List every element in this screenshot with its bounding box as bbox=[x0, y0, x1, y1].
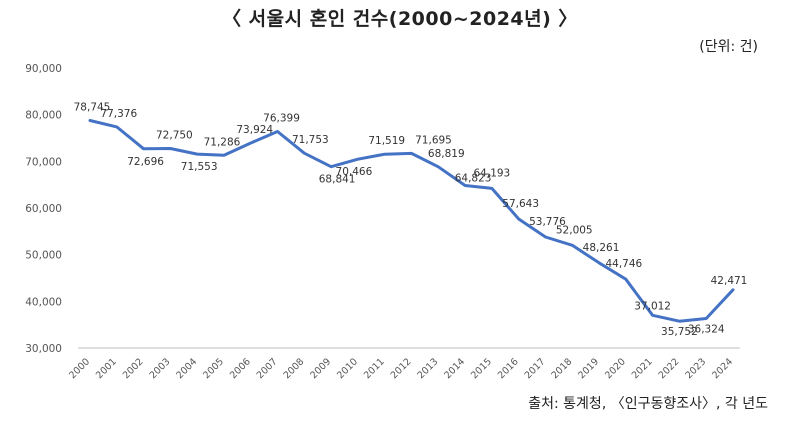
y-tick-label: 90,000 bbox=[25, 63, 62, 75]
data-label: 71,753 bbox=[292, 134, 329, 146]
data-label: 68,841 bbox=[319, 174, 356, 186]
y-tick-label: 70,000 bbox=[25, 156, 62, 168]
data-label: 35,752 bbox=[661, 326, 698, 338]
data-label: 70,466 bbox=[336, 166, 373, 178]
x-tick-label: 2018 bbox=[549, 356, 574, 381]
x-tick-label: 2001 bbox=[94, 356, 119, 381]
x-tick-label: 2024 bbox=[710, 356, 735, 381]
data-label: 44,746 bbox=[605, 258, 642, 270]
series-group bbox=[88, 119, 735, 323]
data-label: 36,324 bbox=[688, 323, 725, 335]
data-label: 72,750 bbox=[156, 130, 193, 142]
x-tick-label: 2012 bbox=[389, 356, 414, 381]
chart-title: 〈 서울시 혼인 건수(2000~2024년) 〉 bbox=[222, 8, 578, 30]
data-label: 72,696 bbox=[127, 156, 164, 168]
x-tick-label: 2006 bbox=[228, 356, 253, 381]
data-label: 53,776 bbox=[529, 216, 566, 228]
x-tick-label: 2005 bbox=[201, 356, 226, 381]
y-tick-label: 80,000 bbox=[25, 110, 62, 122]
data-label: 64,193 bbox=[474, 167, 511, 179]
y-tick-label: 30,000 bbox=[25, 343, 62, 355]
x-tick-label: 2020 bbox=[603, 356, 628, 381]
x-tick-label: 2016 bbox=[496, 356, 521, 381]
x-tick-label: 2023 bbox=[683, 356, 708, 381]
unit-note: (단위: 건) bbox=[699, 39, 758, 55]
x-tick-label: 2002 bbox=[121, 356, 146, 381]
data-label: 64,823 bbox=[455, 172, 492, 184]
data-label: 52,005 bbox=[556, 224, 593, 236]
data-label: 71,286 bbox=[204, 136, 241, 148]
y-tick-label: 40,000 bbox=[25, 296, 62, 308]
x-tick-label: 2008 bbox=[282, 356, 307, 381]
data-label: 71,695 bbox=[415, 134, 452, 146]
x-tick-label: 2014 bbox=[442, 356, 467, 381]
data-label: 76,399 bbox=[263, 112, 300, 124]
x-tick-label: 2013 bbox=[416, 356, 441, 381]
y-tick-label: 60,000 bbox=[25, 203, 62, 215]
data-label: 78,745 bbox=[74, 102, 111, 114]
data-label: 68,819 bbox=[428, 148, 465, 160]
y-axis: 30,000 40,000 50,000 60,000 70,000 80,000 90,0… bbox=[25, 63, 62, 355]
x-tick-label: 2010 bbox=[335, 356, 360, 381]
data-label: 57,643 bbox=[502, 198, 539, 210]
source-note: 출처: 통계청, 〈인구동향조사〉, 각 년도 bbox=[528, 396, 768, 412]
x-tick-label: 2011 bbox=[362, 356, 387, 381]
y-tick-label: 50,000 bbox=[25, 250, 62, 262]
x-tick-label: 2017 bbox=[523, 356, 548, 381]
x-tick-label: 2004 bbox=[174, 356, 199, 381]
series-line bbox=[88, 119, 735, 323]
data-label: 48,261 bbox=[583, 242, 620, 254]
x-tick-label: 2015 bbox=[469, 356, 494, 381]
x-tick-label: 2019 bbox=[576, 356, 601, 381]
x-tick-label: 2021 bbox=[630, 356, 655, 381]
data-label: 73,924 bbox=[236, 124, 273, 136]
x-tick-label: 2022 bbox=[657, 356, 682, 381]
x-tick-label: 2003 bbox=[148, 356, 173, 381]
data-label: 71,519 bbox=[368, 135, 405, 147]
data-label: 37,012 bbox=[634, 300, 671, 312]
x-axis: 2000 2001 2002 2003 2004 2005 2006 2007 2008 2009… bbox=[67, 347, 740, 381]
x-tick-label: 2000 bbox=[67, 356, 92, 381]
data-label: 77,376 bbox=[100, 108, 137, 120]
data-label: 71,553 bbox=[181, 161, 218, 173]
x-tick-label: 2007 bbox=[255, 356, 280, 381]
data-label: 42,471 bbox=[711, 275, 748, 287]
x-tick-label: 2009 bbox=[308, 356, 333, 381]
